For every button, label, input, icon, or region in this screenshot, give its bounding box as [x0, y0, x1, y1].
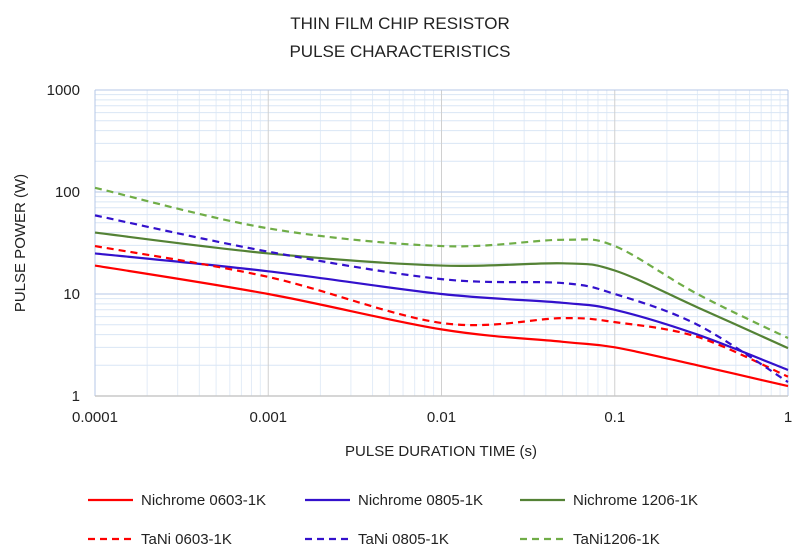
chart-title-line-2: PULSE CHARACTERISTICS: [289, 42, 510, 61]
legend-label: Nichrome 0603-1K: [141, 492, 266, 509]
x-axis-label: PULSE DURATION TIME (s): [345, 443, 537, 460]
series-line-tani-0603-1k: [94, 244, 789, 378]
legend-label: Nichrome 0805-1K: [358, 492, 483, 509]
y-axis-label: PULSE POWER (W): [12, 174, 29, 312]
chart-title-line-1: THIN FILM CHIP RESISTOR: [290, 14, 509, 33]
x-tick-label: 0.0001: [72, 409, 118, 426]
series-lines: [94, 186, 789, 388]
legend-label: Nichrome 1206-1K: [573, 492, 698, 509]
y-tick-label: 1: [72, 388, 80, 405]
series-line-nichrome-1206-1k: [94, 231, 789, 350]
grid: [94, 89, 789, 397]
legend-label: TaNi 0603-1K: [141, 531, 232, 548]
x-tick-label: 1: [784, 409, 792, 426]
axis-ticks: 0.0001 0.001 0.01 0.1 1 1 10 100 1000: [47, 82, 793, 426]
series-line-nichrome-0805-1k: [94, 252, 789, 371]
x-tick-label: 0.1: [604, 409, 625, 426]
x-tick-label: 0.001: [249, 409, 287, 426]
legend-label: TaNi1206-1K: [573, 531, 660, 548]
y-tick-label: 100: [55, 184, 80, 201]
series-line-tani-0805-1k: [94, 214, 789, 383]
series-line-nichrome-0603-1k: [94, 264, 789, 388]
y-tick-label: 1000: [47, 82, 80, 99]
series-line-tani1206-1k: [94, 186, 789, 340]
y-tick-label: 10: [63, 286, 80, 303]
legend: Nichrome 0603-1K Nichrome 0805-1K Nichrome…: [88, 492, 698, 548]
legend-label: TaNi 0805-1K: [358, 531, 449, 548]
x-tick-label: 0.01: [427, 409, 456, 426]
